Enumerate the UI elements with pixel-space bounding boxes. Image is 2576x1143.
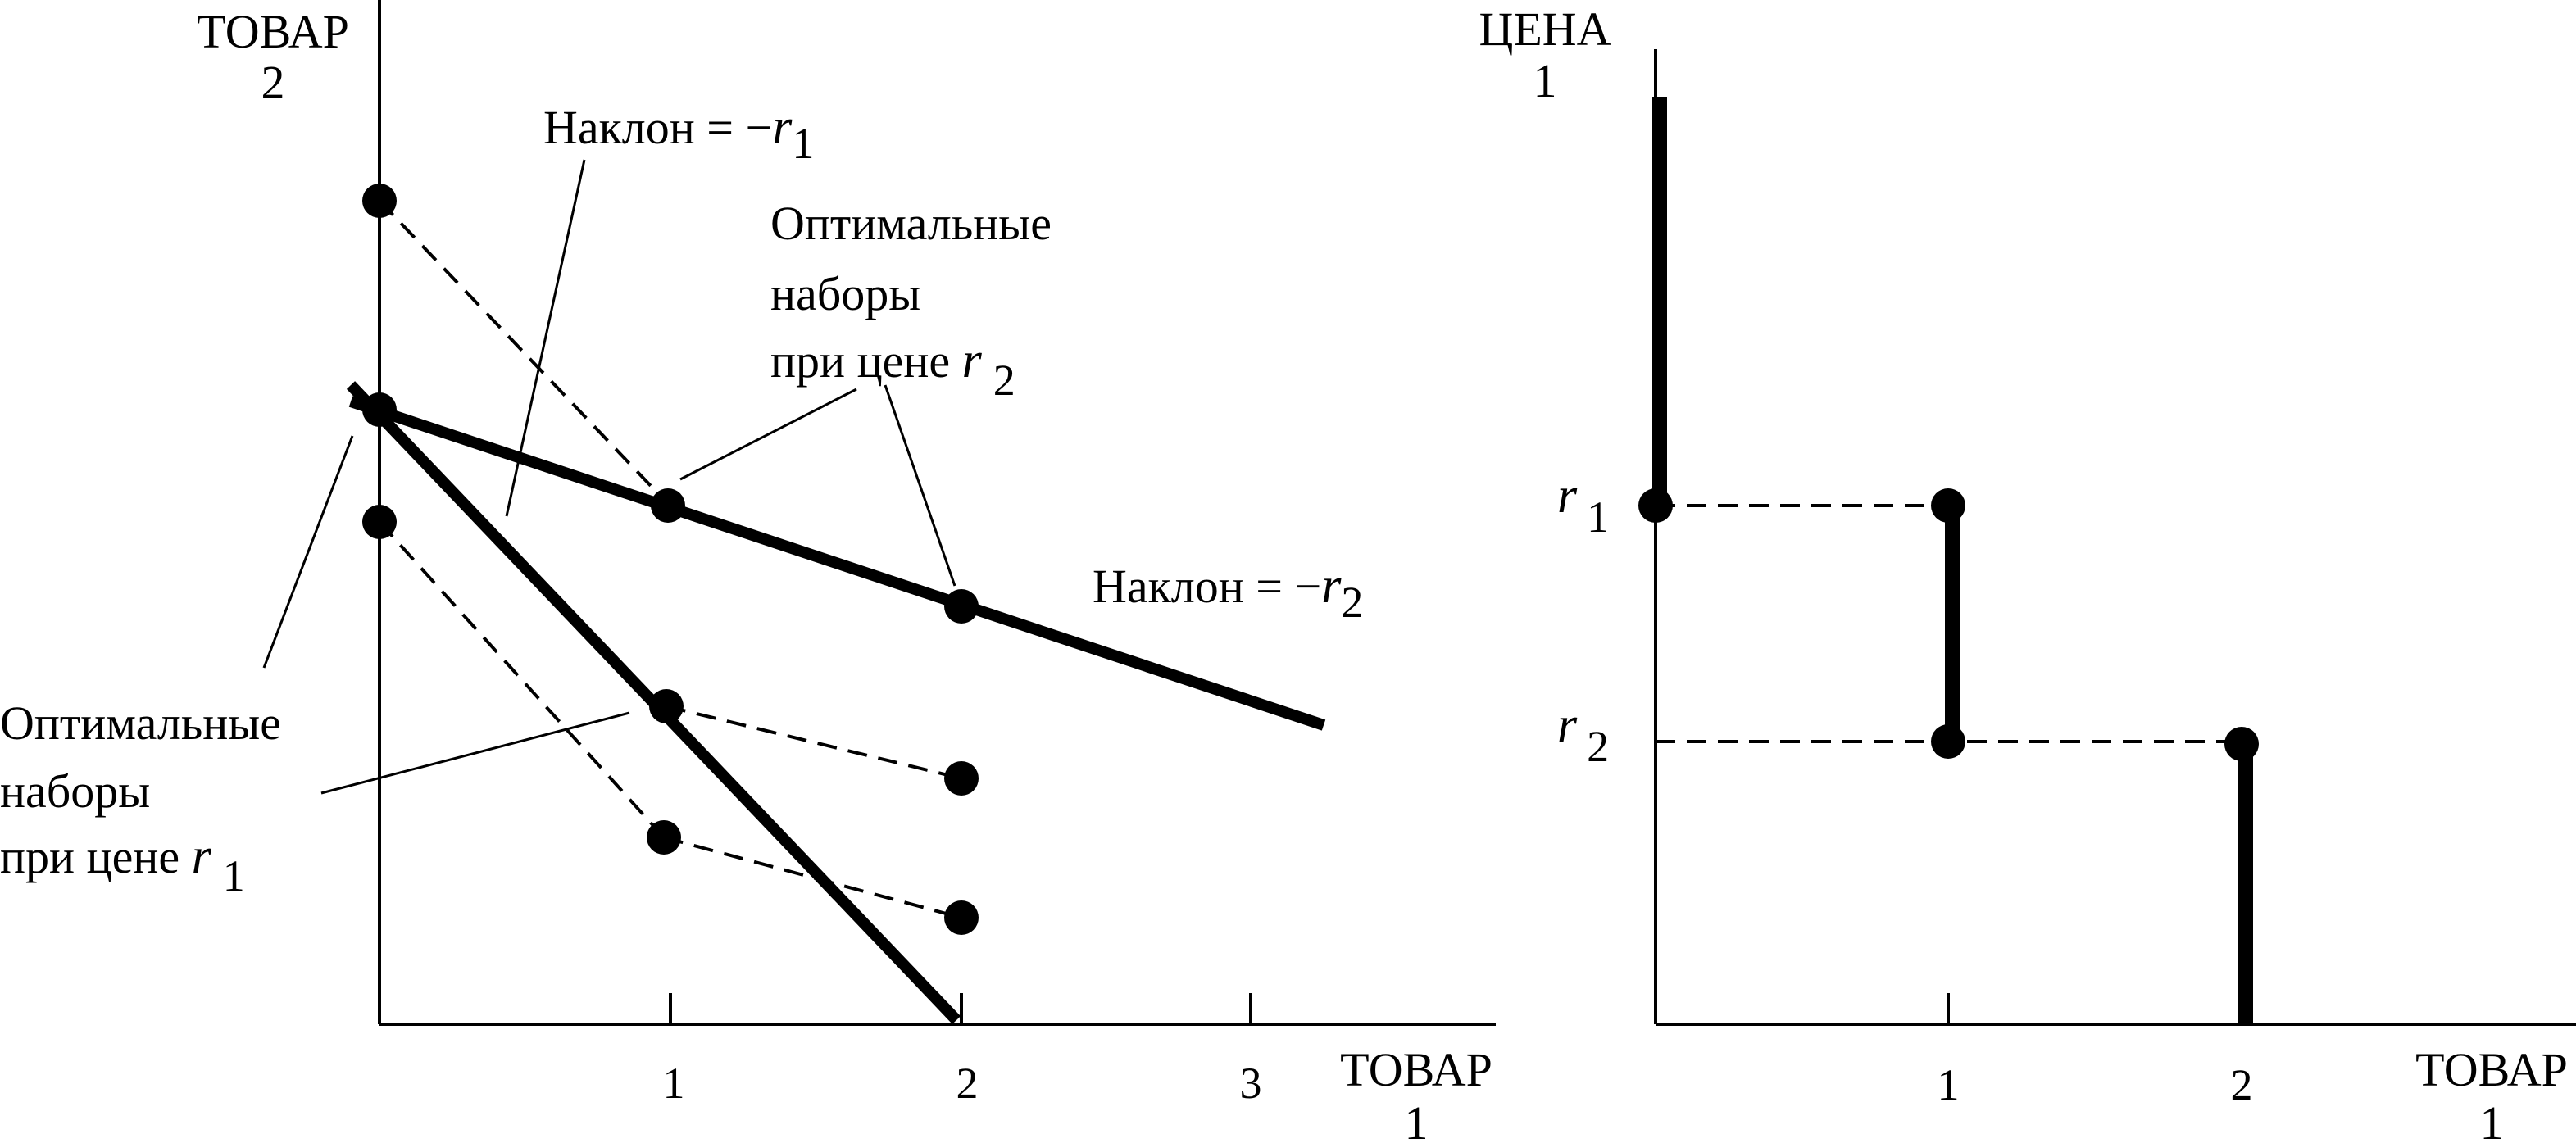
dashed-middle-segment: [666, 705, 962, 780]
dashed-upper-segment: [378, 199, 670, 506]
left-x-axis-label-line2: 1: [1405, 1096, 1429, 1143]
right-y-axis-label-line1: ЦЕНА: [1479, 2, 1611, 56]
pointer-optimal-r2-a: [679, 388, 857, 481]
left-x-axis-label-line1: ТОВАР: [1340, 1043, 1492, 1096]
right-y-axis-label-line2: 1: [1533, 54, 1557, 107]
point-c: [362, 505, 397, 539]
pointer-optimal-r2-b: [884, 384, 956, 587]
left-y-axis-label-line1: ТОВАР: [197, 5, 349, 58]
optimal-r2-line1: Оптимальные: [770, 197, 1052, 250]
slope-r2-label: Наклон = −r2: [1093, 558, 1363, 627]
right-x-tick-label-1: 1: [1938, 1060, 1960, 1109]
point-h: [647, 820, 681, 855]
optimal-r1-line2: наборы: [0, 764, 150, 818]
point-a: [362, 184, 397, 218]
optimal-r2-line2: наборы: [770, 267, 920, 320]
point-e: [944, 589, 979, 624]
demand-point-r1-0: [1638, 488, 1673, 523]
left-panel: 1 2 3 ТОВАР 2 ТОВАР 1 Наклон: [0, 0, 1496, 1143]
left-x-tick-label-1: 1: [663, 1059, 685, 1108]
slope-r1-label: Наклон = −r1: [543, 99, 814, 168]
point-f: [649, 689, 684, 723]
left-x-tick-label-2: 2: [956, 1059, 979, 1108]
pointer-optimal-r1-a: [262, 435, 354, 669]
right-x-axis-label-line2: 1: [2480, 1096, 2504, 1143]
demand-point-r2-2: [2224, 727, 2259, 761]
point-d: [651, 488, 685, 523]
point-g: [944, 761, 979, 796]
point-i: [944, 900, 979, 935]
right-x-tick-label-2: 2: [2231, 1060, 2253, 1109]
pointer-optimal-r1-b: [320, 711, 630, 795]
left-x-tick-label-3: 3: [1240, 1059, 1262, 1108]
right-x-axis-label-line1: ТОВАР: [2415, 1043, 2568, 1096]
left-y-axis-label-line2: 2: [261, 56, 285, 109]
pointer-slope-r1: [505, 159, 586, 517]
budget-line-r2: [348, 396, 1326, 731]
demand-point-r1-1: [1931, 488, 1965, 523]
optimal-r1-line1: Оптимальные: [0, 696, 281, 750]
demand-point-r2-1: [1931, 724, 1965, 759]
dashed-lower-segment-a: [378, 520, 666, 839]
dashed-lower-segment-b: [663, 836, 962, 919]
point-b: [362, 392, 397, 427]
